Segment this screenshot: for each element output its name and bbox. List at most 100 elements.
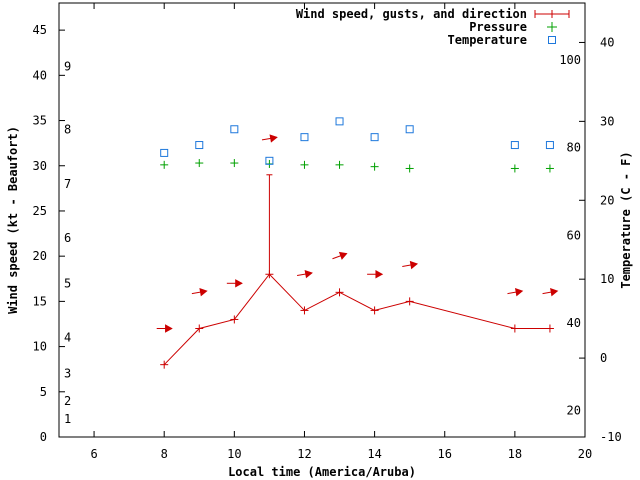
legend-sample-wind bbox=[534, 10, 570, 18]
beaufort-tick-label: 5 bbox=[64, 276, 71, 290]
x-tick-label: 16 bbox=[438, 447, 452, 461]
y-tick-label: 5 bbox=[40, 385, 47, 399]
legend-label-wind: Wind speed, gusts, and direction bbox=[296, 7, 527, 21]
wind-direction-arrow bbox=[402, 260, 419, 270]
wind-speed-point bbox=[545, 324, 554, 333]
pressure-point bbox=[405, 164, 414, 173]
series-layer bbox=[156, 117, 559, 369]
legend-label-temperature: Temperature bbox=[448, 33, 527, 47]
wind-direction-arrow bbox=[226, 279, 243, 288]
beaufort-tick-label: 6 bbox=[64, 231, 71, 245]
wind-direction-arrow-head bbox=[338, 251, 348, 260]
wind-direction-arrow-head bbox=[375, 270, 384, 279]
y2-tick-label: 30 bbox=[600, 114, 614, 128]
plot-frame bbox=[58, 2, 586, 438]
x-tick-label: 8 bbox=[161, 447, 168, 461]
y2-tick-label: 20 bbox=[600, 193, 614, 207]
legend-sample-pressure bbox=[547, 22, 557, 32]
wind-speed-line bbox=[163, 273, 550, 366]
beaufort-tick-label: 7 bbox=[64, 177, 71, 191]
legend-label-pressure: Pressure bbox=[469, 20, 527, 34]
wind-speed-point bbox=[195, 324, 204, 333]
y2-tick-label: 10 bbox=[600, 272, 614, 286]
pressure-point bbox=[195, 159, 204, 168]
y2-axis-label: Temperature (C - F) bbox=[619, 151, 633, 288]
beaufort-tick-label: 2 bbox=[64, 394, 71, 408]
tick-labels: 6 8 10 12 14 16 18 20051015202530354045-1001020… bbox=[33, 23, 622, 461]
wind-direction-arrow-head bbox=[269, 134, 278, 143]
wind-direction-arrow bbox=[332, 251, 348, 260]
axis-ticks bbox=[59, 3, 586, 438]
wind-speed-point bbox=[335, 288, 344, 297]
beaufort-tick-label: 9 bbox=[64, 59, 71, 73]
wind-direction-arrow bbox=[191, 288, 208, 297]
wind-speed-point bbox=[405, 297, 414, 306]
wind-speed-point bbox=[300, 306, 309, 315]
y-axis-label: Wind speed (kt - Beaufort) bbox=[6, 126, 20, 314]
y2-tick-label: -10 bbox=[600, 430, 622, 444]
y-tick-label: 15 bbox=[33, 294, 47, 308]
pressure-point bbox=[510, 164, 519, 173]
wind-direction-arrow bbox=[507, 288, 524, 297]
y2-tick-label: 0 bbox=[600, 351, 607, 365]
temperature-point bbox=[370, 133, 379, 142]
wind-direction-arrow-head bbox=[165, 324, 173, 333]
x-tick-label: 6 bbox=[90, 447, 97, 461]
fahrenheit-tick-label: 20 bbox=[567, 404, 581, 418]
y-tick-label: 20 bbox=[33, 249, 47, 263]
wind-speed-point bbox=[510, 324, 519, 333]
wind-direction-arrow-head bbox=[550, 288, 559, 297]
pressure-point bbox=[300, 160, 309, 169]
beaufort-tick-label: 8 bbox=[64, 123, 71, 137]
x-tick-label: 20 bbox=[578, 447, 592, 461]
y-tick-label: 0 bbox=[40, 430, 47, 444]
temperature-point bbox=[510, 141, 519, 150]
wind-direction-arrow-head bbox=[304, 269, 313, 279]
temperature-point bbox=[545, 141, 554, 150]
beaufort-tick-label: 3 bbox=[64, 367, 71, 381]
temperature-point bbox=[230, 125, 239, 134]
x-axis-label: Local time (America/Aruba) bbox=[228, 465, 416, 479]
y-tick-label: 40 bbox=[33, 68, 47, 82]
wind-speed-point bbox=[230, 315, 239, 324]
y-tick-label: 35 bbox=[33, 114, 47, 128]
temperature-point bbox=[265, 156, 274, 165]
x-tick-label: 10 bbox=[227, 447, 241, 461]
temperature-point bbox=[300, 133, 309, 142]
wind-speed-point bbox=[370, 306, 379, 315]
y-tick-label: 30 bbox=[33, 159, 47, 173]
fahrenheit-tick-label: 40 bbox=[567, 316, 581, 330]
temperature-point bbox=[195, 141, 204, 150]
y-tick-label: 45 bbox=[33, 23, 47, 37]
pressure-point bbox=[335, 160, 344, 169]
temperature-point bbox=[335, 117, 344, 126]
temperature-point bbox=[160, 148, 169, 157]
wind-direction-arrow-head bbox=[199, 288, 208, 297]
beaufort-tick-label: 1 bbox=[64, 412, 71, 426]
wind-speed-point bbox=[160, 360, 169, 369]
temperature-point bbox=[405, 125, 414, 134]
wind-direction-arrow bbox=[367, 270, 384, 279]
pressure-point bbox=[230, 159, 239, 168]
x-tick-label: 12 bbox=[297, 447, 311, 461]
legend-sample-temperature bbox=[548, 36, 556, 44]
y-tick-label: 25 bbox=[33, 204, 47, 218]
y2-tick-label: 40 bbox=[600, 35, 614, 49]
wind-direction-arrow bbox=[156, 324, 173, 333]
wind-direction-arrow-head bbox=[409, 260, 419, 270]
fahrenheit-tick-label: 80 bbox=[567, 141, 581, 155]
wind-direction-arrow bbox=[261, 134, 278, 143]
x-tick-label: 14 bbox=[367, 447, 381, 461]
pressure-point bbox=[370, 162, 379, 171]
pressure-point bbox=[160, 160, 169, 169]
fahrenheit-tick-label: 60 bbox=[567, 228, 581, 242]
x-tick-label: 18 bbox=[508, 447, 522, 461]
wind-direction-arrow bbox=[296, 269, 313, 279]
wind-direction-arrow-head bbox=[514, 288, 524, 297]
wind-direction-arrow bbox=[542, 288, 559, 297]
fahrenheit-tick-label: 100 bbox=[559, 53, 581, 67]
pressure-point bbox=[545, 164, 554, 173]
beaufort-tick-label: 4 bbox=[64, 331, 71, 345]
y-tick-label: 10 bbox=[33, 340, 47, 354]
